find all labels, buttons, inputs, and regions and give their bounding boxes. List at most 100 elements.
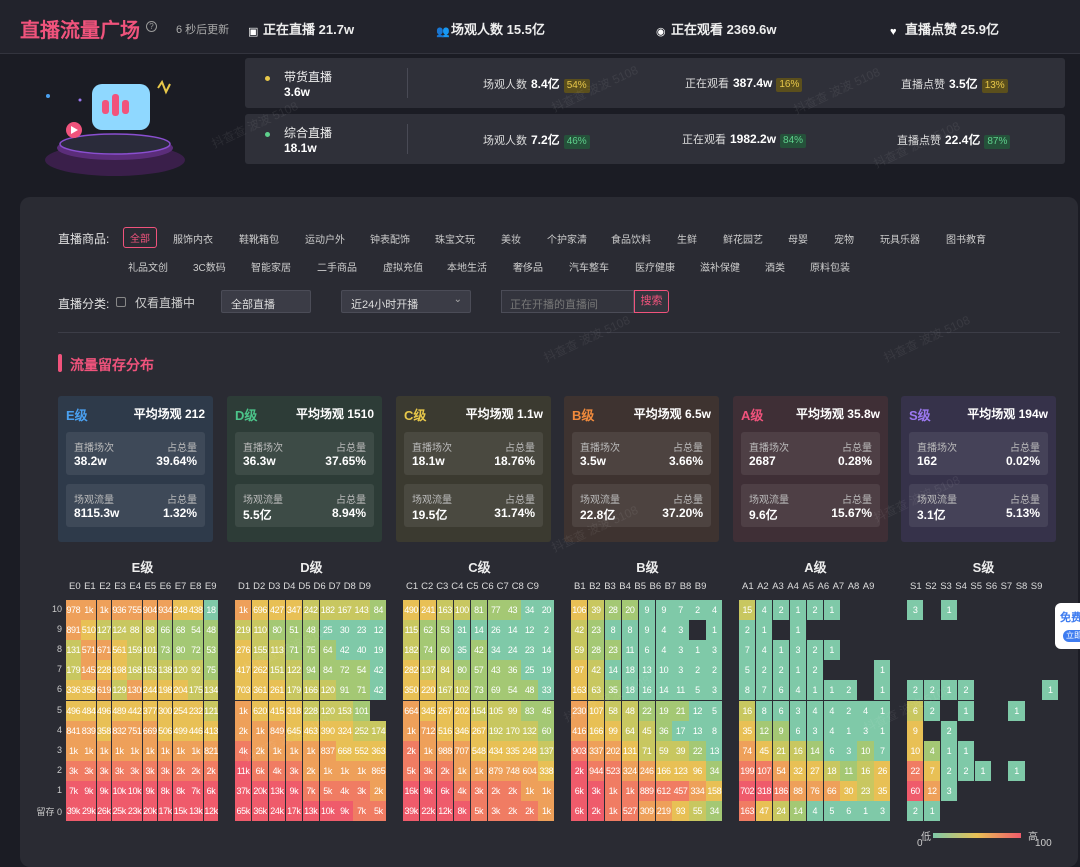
stat-text: 占总量 — [1010, 495, 1040, 506]
goods-tag[interactable]: 滋补保健 — [700, 263, 740, 274]
only-live-checkbox[interactable] — [116, 297, 126, 307]
eye-icon: ◉ — [656, 26, 666, 38]
heatmap-cell: 168 — [127, 660, 142, 681]
goods-tag[interactable]: 智能家居 — [251, 263, 291, 274]
heatmap-grid: 490 241 163 100 81 77 43 34 20 115 62 53 31 14 26 14 12 2… — [403, 600, 556, 821]
heatmap-cell: 1 — [940, 680, 958, 701]
heatmap-cell: 358 — [81, 680, 96, 701]
goods-tag[interactable]: 二手商品 — [317, 263, 357, 274]
goods-tag[interactable]: 运动户外 — [305, 235, 345, 246]
heatmap-row-label: 9 — [56, 624, 62, 635]
time-range-select[interactable]: 近24小时开播 ⌄ — [341, 290, 471, 313]
goods-tag[interactable]: 图书教育 — [946, 235, 986, 246]
heatmap-cell: 163 — [739, 801, 756, 821]
goods-tag[interactable]: 玩具乐器 — [880, 235, 920, 246]
category-dot — [265, 132, 270, 137]
goods-tag[interactable]: 本地生活 — [447, 263, 487, 274]
heatmap-cell: 11 — [672, 680, 689, 701]
goods-tag[interactable]: 鲜花园艺 — [723, 235, 763, 246]
heatmap-title: D级 — [300, 560, 323, 575]
live-type-select[interactable]: 全部直播 — [221, 290, 311, 313]
heatmap-col-label: D7 — [328, 581, 341, 592]
heatmap-cell: 7k — [188, 780, 204, 801]
search-button[interactable]: 搜索 — [634, 290, 669, 313]
heatmap-cell: 30 — [336, 620, 353, 641]
goods-tag[interactable]: 服饰内衣 — [173, 235, 213, 246]
goods-tag[interactable]: 生鲜 — [677, 235, 697, 246]
heatmap-cell: 2k — [504, 780, 521, 801]
heatmap-cell: 446 — [188, 720, 204, 741]
heatmap-cell: 1k — [235, 700, 252, 721]
heatmap-cell: 849 — [268, 720, 286, 741]
heatmap-cell: 2 — [806, 640, 823, 661]
heatmap-cell: 620 — [251, 700, 269, 721]
goods-tag[interactable]: 珠宝文玩 — [435, 235, 475, 246]
goods-tag[interactable]: 鞋靴箱包 — [239, 235, 279, 246]
heatmap-col-label: B5 — [634, 581, 647, 592]
goods-tag[interactable]: 钟表配饰 — [370, 235, 410, 246]
goods-tag[interactable]: 奢侈品 — [513, 263, 543, 274]
heatmap-col-label: B4 — [619, 581, 631, 592]
category-row-goods[interactable]: 带货直播 3.6w 场观人数 8.4亿 54% 正在观看 387.4w 16% 直播点赞… — [245, 58, 1065, 108]
help-icon[interactable]: ? — [146, 21, 157, 32]
stat-live-count: ▣ 正在直播 21.7w — [248, 22, 355, 38]
goods-tag[interactable]: 食品饮料 — [611, 235, 651, 246]
stat-text: 直播场次 — [412, 443, 452, 454]
heatmap-cell: 3 — [907, 600, 924, 620]
heatmap-cell: 75 — [302, 640, 319, 661]
heatmap-cell: 1 — [874, 720, 891, 741]
goods-tag[interactable]: 个护家清 — [547, 235, 587, 246]
heatmap-cell: 43 — [487, 660, 504, 681]
stat-viewers: 👥场观人数 15.5亿 — [436, 22, 545, 38]
heatmap-cell: 166 — [302, 680, 319, 701]
heatmap-col-label: B6 — [649, 581, 662, 592]
heatmap-cell: 12 — [521, 620, 538, 641]
heatmap-cell: 300 — [157, 700, 173, 721]
goods-tag[interactable]: 美妆 — [501, 235, 521, 246]
heatmap-cell: 21 — [672, 700, 689, 721]
heatmap-cell: 1 — [823, 600, 840, 620]
goods-tag[interactable]: 汽车整车 — [569, 263, 609, 274]
goods-tag[interactable]: 原料包装 — [810, 263, 850, 274]
stat-text: 直播场次 — [243, 443, 283, 454]
metric: 直播点赞 3.5亿 13% — [901, 75, 1008, 93]
heatmap-cell: 182 — [403, 640, 420, 661]
level-card: D级 平均场观 1510 直播场次 占总量 36.3w 37.65% 场观流量 占总量 5.5亿… — [227, 396, 382, 542]
goods-tag[interactable]: 全部 — [123, 227, 157, 248]
heatmap-cell: 2 — [739, 620, 756, 641]
goods-tag[interactable]: 酒类 — [765, 263, 785, 274]
heatmap-grid: 15 4 2 1 2 1 2 1 1 7 4 1 3 2 1 5 2 2 1 2 1 8 7 6 4 1 1 2 1 16 8 6 3 4 4 2 4 1… — [739, 600, 892, 821]
heatmap-cell: 39k — [403, 801, 420, 821]
free-trial-tab[interactable]: 免费 立即 — [1055, 603, 1080, 649]
search-input[interactable]: 正在开播的直播间 — [501, 290, 634, 313]
heatmap-cell: 48 — [203, 620, 219, 641]
heatmap-cell: 1 — [974, 760, 991, 781]
heatmap-cell: 1 — [1008, 700, 1025, 721]
goods-tag[interactable]: 礼品文创 — [128, 263, 168, 274]
heatmap-cell: 14 — [504, 620, 521, 641]
goods-tag[interactable]: 3C数码 — [193, 263, 226, 274]
goods-tag[interactable]: 宠物 — [834, 235, 854, 246]
category-row-general[interactable]: 综合直播 18.1w 场观人数 7.2亿 46% 正在观看 1982.2w 84% 直播… — [245, 114, 1065, 164]
heatmap-cell: 702 — [739, 780, 756, 801]
heatmap-cell: 23 — [587, 620, 605, 641]
heatmap-cell: 72 — [336, 660, 353, 681]
heatmap-cell: 9k — [336, 801, 353, 821]
stat-text: 38.2w — [74, 454, 107, 468]
heatmap-cell: 417 — [235, 660, 252, 681]
heatmap-cell: 80 — [453, 660, 470, 681]
heatmap-col-label: D1 — [238, 581, 251, 592]
heatmap-cell: 16 — [789, 740, 806, 761]
heatmap-cell: 8 — [604, 620, 622, 641]
level-avg-views: 平均场观 212 — [133, 407, 205, 421]
heatmap-cell: 246 — [638, 760, 655, 781]
heatmap-cell: 6 — [907, 700, 924, 721]
goods-tag[interactable]: 母婴 — [788, 235, 808, 246]
goods-tag[interactable]: 医疗健康 — [635, 263, 675, 274]
heatmap-cell: 248 — [173, 600, 188, 620]
goods-tag[interactable]: 虚拟充值 — [383, 263, 423, 274]
heatmap-cell: 60 — [907, 780, 924, 801]
heatmap-cell: 204 — [173, 680, 188, 701]
heatmap-col-label: A4 — [787, 581, 799, 592]
heatmap-cell: 12 — [923, 780, 941, 801]
